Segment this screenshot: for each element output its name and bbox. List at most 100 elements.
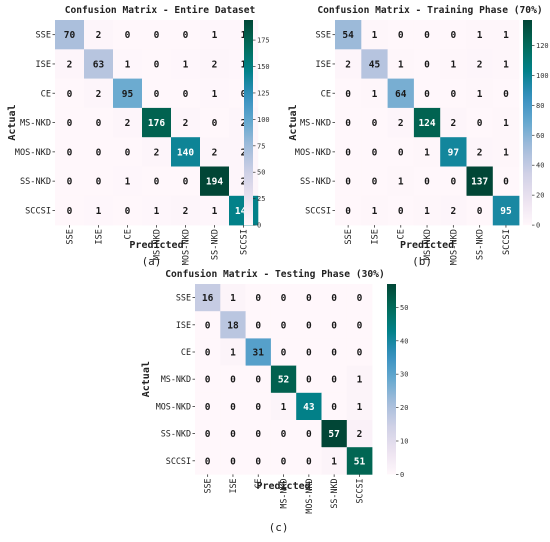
heatmap-cell [245,447,272,475]
heatmap-cell [142,166,172,197]
y-tick-label-mos-nkd: MOS-NKD [156,401,191,411]
heatmap-cell [270,284,297,312]
heatmap-cell [220,392,246,421]
cell-value-label: 1 [503,118,509,129]
cell-value-label: 0 [477,118,483,129]
heatmap-cell [413,137,441,167]
cell-value-label: 137 [471,177,488,188]
cell-value-label: 0 [357,320,363,331]
heatmap-cell [270,365,297,394]
heatmap-cell [335,78,362,109]
x-axis-label: Predicted [400,239,454,251]
colorbar-tick-label: 60 [536,132,544,140]
heatmap-cell [84,20,114,50]
cell-value-label: 0 [255,293,261,304]
heatmap-cell [361,20,388,50]
heatmap-cell [346,365,373,394]
heatmap-cell [361,166,388,197]
heatmap-cell [321,284,348,312]
cell-value-label: 1 [503,147,509,158]
heatmap-cell [171,107,201,138]
heatmap-cell [195,447,221,475]
cell-value-label: 18 [227,320,239,331]
cell-value-label: 2 [125,118,131,129]
y-tick-label-ce: CE [321,89,331,99]
y-tick-label-ms-nkd: MS-NKD [300,119,331,129]
y-tick-label-sccsi: SCCSI [166,456,191,466]
heatmap-cell [440,49,467,79]
heatmap-cell [142,137,172,167]
heatmap-cell [229,107,259,138]
heatmap-cell [413,20,441,50]
cell-value-label: 0 [255,402,261,413]
panel-caption: (a) [142,255,162,268]
cell-value-label: 146 [235,206,252,217]
cell-value-label: 1 [331,456,337,467]
heatmap-cell [492,20,520,50]
cell-value-label: 0 [255,375,261,386]
colorbar-tick-label: 75 [257,142,265,150]
heatmap-cell [55,107,85,138]
y-tick-label-ce: CE [41,89,51,99]
cell-value-label: 0 [372,177,378,188]
heatmap-cell [195,392,221,421]
x-tick-label-sccsi: SCCSI [354,478,364,503]
heatmap-cell [466,195,494,226]
cell-value-label: 0 [331,402,337,413]
cell-value-label: 176 [148,118,165,129]
cell-value-label: 0 [357,348,363,359]
heatmap-cell [413,166,441,197]
heatmap-cell [220,365,246,394]
cell-value-label: 63 [93,59,105,70]
y-tick-label-ise: ISE [315,60,331,70]
cell-value-label: 95 [500,206,512,217]
cell-value-label: 0 [345,118,351,129]
heatmap-cell [142,49,172,79]
heatmap-cell [195,338,221,366]
heatmap-cell [55,195,85,226]
heatmap-cell [321,338,348,366]
heatmap-cell [200,137,230,167]
heatmap-cell [492,195,520,226]
heatmap-cell [171,49,201,79]
heatmap-cell [413,107,441,138]
cell-value-label: 31 [253,348,265,359]
x-axis-label: Predicted [256,480,310,492]
heatmap-cell [346,284,373,312]
cell-value-label: 0 [345,147,351,158]
heatmap-cell [171,137,201,167]
heatmap-cell [346,392,373,421]
cell-value-label: 1 [372,89,378,100]
heatmap-cell [361,49,388,79]
heatmap-cell [387,107,415,138]
x-tick-label-ms-nkd: MS-NKD [423,229,433,260]
heatmap-cell [84,195,114,226]
heatmap-cell [229,195,259,226]
colorbar-tick-label: 40 [536,162,544,170]
heatmap-cell [245,311,272,339]
heatmap-cell [113,137,143,167]
x-tick-label-ce: CE [124,229,134,239]
heatmap-cell [296,311,322,339]
x-tick-label-sccsi: SCCSI [502,229,512,255]
heatmap-cell [296,365,322,394]
cell-value-label: 0 [281,348,287,359]
heatmap-cell [200,20,230,50]
cell-value-label: 0 [345,89,351,100]
colorbar-tick-label: 80 [536,102,544,110]
heatmap-cell [229,78,259,109]
cell-value-label: 1 [477,30,483,41]
heatmap-cell [229,166,259,197]
x-tick-label-ise: ISE [228,478,238,493]
heatmap-cell [492,49,520,79]
y-tick-label-sse: SSE [176,293,191,303]
cell-value-label: 0 [96,118,102,129]
cell-value-label: 1 [372,30,378,41]
cell-value-label: 1 [424,206,430,217]
heatmap-cell [171,195,201,226]
cell-value-label: 0 [281,293,287,304]
heatmap-cell [245,392,272,421]
colorbar-tick-label: 20 [536,192,544,200]
cell-value-label: 1 [183,59,189,70]
